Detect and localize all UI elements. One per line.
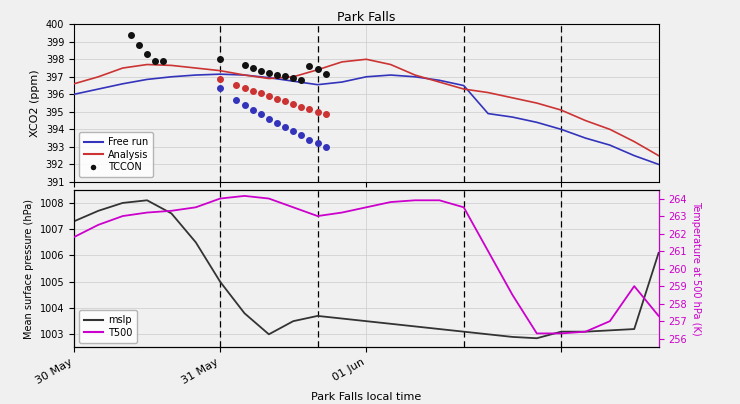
Point	[312, 140, 323, 147]
Point	[246, 107, 258, 113]
Y-axis label: XCO2 (ppm): XCO2 (ppm)	[30, 69, 40, 137]
Point	[141, 51, 153, 57]
Point	[303, 63, 315, 69]
Point	[238, 85, 250, 91]
Point	[279, 124, 291, 130]
Point	[287, 101, 299, 107]
Legend: mslp, T500: mslp, T500	[79, 310, 137, 343]
Point	[279, 73, 291, 79]
Point	[255, 67, 266, 74]
Point	[230, 96, 242, 103]
Point	[320, 144, 332, 150]
Point	[263, 93, 275, 99]
Title: Park Falls: Park Falls	[337, 11, 395, 24]
Point	[215, 85, 226, 91]
Point	[158, 58, 169, 64]
Point	[303, 106, 315, 112]
Point	[255, 111, 266, 118]
Point	[238, 61, 250, 68]
Y-axis label: Temperature at 500 hPa (K): Temperature at 500 hPa (K)	[691, 201, 701, 336]
Point	[271, 95, 283, 102]
Point	[263, 70, 275, 76]
Point	[125, 32, 137, 38]
Point	[246, 88, 258, 94]
Point	[295, 77, 307, 84]
Point	[295, 103, 307, 110]
Point	[238, 101, 250, 108]
Point	[271, 72, 283, 78]
Point	[295, 132, 307, 139]
Point	[246, 65, 258, 71]
Point	[230, 82, 242, 88]
Point	[215, 56, 226, 63]
Point	[215, 75, 226, 82]
Point	[133, 42, 145, 48]
Point	[287, 128, 299, 134]
Point	[312, 66, 323, 72]
Point	[312, 109, 323, 115]
Point	[279, 98, 291, 105]
Legend: Free run, Analysis, TCCON: Free run, Analysis, TCCON	[79, 133, 153, 177]
Point	[149, 58, 161, 64]
X-axis label: Park Falls local time: Park Falls local time	[312, 392, 421, 402]
Point	[271, 120, 283, 126]
Point	[255, 90, 266, 97]
Point	[287, 74, 299, 81]
Point	[263, 116, 275, 122]
Point	[320, 111, 332, 118]
Point	[303, 137, 315, 143]
Y-axis label: Mean surface pressure (hPa): Mean surface pressure (hPa)	[24, 199, 34, 339]
Point	[320, 71, 332, 78]
